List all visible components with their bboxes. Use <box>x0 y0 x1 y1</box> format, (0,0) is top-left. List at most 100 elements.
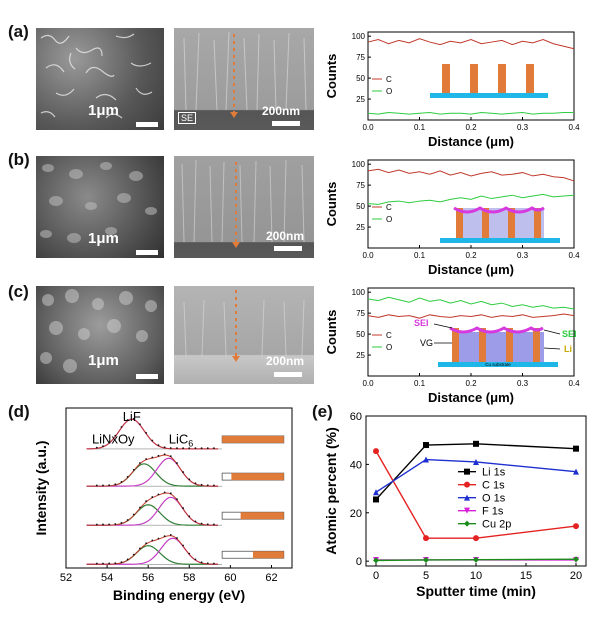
series-line-O <box>367 111 574 115</box>
data-point <box>108 523 111 526</box>
series-line <box>375 458 577 493</box>
graphene-pillar <box>470 64 478 93</box>
data-point <box>157 444 160 447</box>
graphene-pillar <box>508 208 515 238</box>
graphene-pillar <box>526 64 534 93</box>
y-tick-label: 60 <box>350 411 362 423</box>
data-point <box>176 462 178 464</box>
data-point <box>120 480 123 483</box>
peak-label-lic6-subscript: 6 <box>188 438 193 448</box>
y-tick-label: 25 <box>356 351 365 360</box>
sem-scale-label-b: 1μm <box>88 230 119 247</box>
marker-circle <box>423 535 429 542</box>
depth-bar-fill <box>240 512 284 520</box>
data-point <box>145 500 148 503</box>
panel-label-c: (c) <box>8 282 29 301</box>
data-point <box>126 476 129 478</box>
x-tick-label: 0.2 <box>465 379 477 388</box>
data-point <box>163 491 166 494</box>
data-point <box>200 561 203 564</box>
sem-texture-c <box>40 289 157 373</box>
data-point <box>169 492 172 495</box>
x-axis-label: Distance (μm) <box>428 262 514 277</box>
data-point <box>108 562 111 565</box>
panel-label-d: (d) <box>8 402 30 421</box>
x-tick-label: 20 <box>570 570 582 582</box>
inset-label-sei-right: SEI <box>562 329 577 339</box>
data-point <box>157 454 160 457</box>
marker-triangle <box>473 458 479 465</box>
data-point <box>200 483 203 486</box>
data-point <box>114 434 117 437</box>
y-axis-label: Intensity (a.u.) <box>33 441 49 536</box>
sem-scale-label-c: 1μm <box>88 352 119 369</box>
data-point <box>163 453 166 456</box>
series-line <box>375 443 577 500</box>
marker-diamond <box>573 556 579 563</box>
data-point <box>182 447 185 450</box>
marker-triangle <box>423 456 429 463</box>
marker-diamond <box>464 520 470 527</box>
y-tick-label: 75 <box>356 181 365 190</box>
x-tick-label: 0.2 <box>465 123 477 132</box>
marker-diamond <box>473 556 479 563</box>
sem-side-scale-bar-c <box>274 372 302 377</box>
y-axis-label: Atomic percent (%) <box>323 427 339 555</box>
data-point <box>95 446 98 449</box>
sem-side-scale-label-c: 200nm <box>266 354 305 368</box>
data-point <box>108 484 111 487</box>
data-point <box>132 468 135 471</box>
data-point <box>108 441 111 444</box>
legend-label-C: C <box>386 203 392 212</box>
x-tick-label: 52 <box>60 572 72 584</box>
x-tick-label: 5 <box>423 570 429 582</box>
sem-side-view-c: 200nm <box>174 286 314 384</box>
x-axis-label: Sputter time (min) <box>416 583 536 599</box>
sem-side-scale-bar-a <box>272 121 300 126</box>
depth-bar-fill <box>231 473 284 481</box>
data-point <box>213 562 215 565</box>
data-point <box>188 478 191 481</box>
y-tick-label: 25 <box>356 223 365 232</box>
data-point <box>182 471 185 473</box>
data-point <box>169 447 172 449</box>
data-point <box>182 544 185 547</box>
data-point <box>151 439 154 442</box>
graphene-pillar <box>506 328 513 362</box>
sem-side-scale-label-b: 200nm <box>266 229 305 243</box>
data-point <box>145 542 148 545</box>
sem-side-texture-a <box>183 31 307 118</box>
x-tick-label: 62 <box>265 572 277 584</box>
x-tick-label: 0.2 <box>465 251 477 260</box>
data-point <box>114 562 117 565</box>
x-tick-label: 0.3 <box>517 251 529 260</box>
data-point <box>176 447 178 450</box>
line-scan-chart-a: 100 75 50 25 0.0 0.1 0.2 0.3 0.4 Distance (μm) Cou… <box>324 31 580 149</box>
data-point <box>157 537 160 540</box>
marker-triangle <box>573 468 579 475</box>
data-point <box>139 423 141 426</box>
y-tick-label: 20 <box>350 508 362 520</box>
legend-label: Li 1s <box>482 467 506 479</box>
series-line-C <box>367 313 575 319</box>
data-point <box>126 558 129 561</box>
data-point <box>213 523 215 526</box>
depth-bar-fill <box>252 551 284 559</box>
data-point <box>194 447 197 450</box>
fit-envelope <box>86 454 219 487</box>
data-point <box>200 447 203 450</box>
structure-schematic <box>438 326 558 367</box>
sem-scale-bar-c <box>136 374 158 379</box>
data-point <box>95 562 98 565</box>
y-axis-label: Counts <box>324 54 339 99</box>
sem-side-scale-label-a: 200nm <box>262 104 301 118</box>
series-cu-2p <box>373 556 579 564</box>
y-tick-label: 75 <box>356 309 365 318</box>
x-tick-label: 0.1 <box>414 123 426 132</box>
graphene-pillar <box>452 328 459 362</box>
x-tick-label: 0.0 <box>362 251 374 260</box>
substrate <box>430 93 548 98</box>
series-line <box>375 558 577 562</box>
y-tick-label: 100 <box>352 32 366 41</box>
data-point <box>132 513 135 516</box>
